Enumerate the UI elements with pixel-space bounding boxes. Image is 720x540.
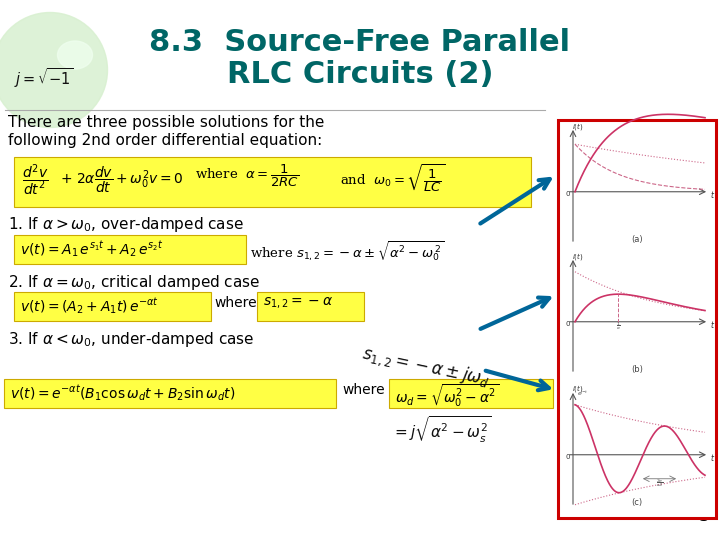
Bar	[558, 120, 716, 518]
Text: $+ \ 2\alpha\dfrac{dv}{dt} + \omega_0^2 v = 0$: $+ \ 2\alpha\dfrac{dv}{dt} + \omega_0^2 …	[60, 165, 184, 195]
Text: 0: 0	[565, 454, 570, 460]
Text: $i(t)$: $i(t)$	[572, 120, 584, 132]
Text: $i(t)$: $i(t)$	[572, 251, 584, 261]
Text: 3. If $\alpha < \omega_0$, under-damped case: 3. If $\alpha < \omega_0$, under-damped …	[8, 330, 255, 349]
Text: (c): (c)	[631, 498, 642, 507]
Text: where $s_{1,2} = -\alpha \pm \sqrt{\alpha^2 - \omega_0^{\,2}}$: where $s_{1,2} = -\alpha \pm \sqrt{\alph…	[250, 239, 444, 262]
Text: $s_{1,2} = -\alpha$: $s_{1,2} = -\alpha$	[263, 296, 333, 311]
Text: $t$: $t$	[710, 319, 715, 330]
Text: 8.3  Source-Free Parallel: 8.3 Source-Free Parallel	[150, 28, 570, 57]
Ellipse shape	[58, 41, 92, 69]
FancyBboxPatch shape	[14, 235, 246, 264]
Text: $v(t)=e^{-\alpha t}(B_1\cos\omega_d t + B_2\sin\omega_d t)$: $v(t)=e^{-\alpha t}(B_1\cos\omega_d t + …	[10, 383, 235, 403]
Text: 0: 0	[565, 321, 570, 327]
Text: 2. If $\alpha = \omega_0$, critical damped case: 2. If $\alpha = \omega_0$, critical damp…	[8, 273, 261, 292]
Text: $t$: $t$	[710, 189, 715, 200]
Text: where: where	[342, 383, 384, 397]
Text: $s_{1,2}=-\alpha\pm j\omega_d$: $s_{1,2}=-\alpha\pm j\omega_d$	[360, 343, 492, 391]
Text: $\frac{2\pi}{\omega_0}$: $\frac{2\pi}{\omega_0}$	[656, 477, 663, 489]
Text: 1. If $\alpha > \omega_0$, over-damped case: 1. If $\alpha > \omega_0$, over-damped c…	[8, 215, 244, 234]
FancyBboxPatch shape	[389, 379, 553, 408]
Text: $e^{-t}$: $e^{-t}$	[577, 389, 588, 398]
FancyBboxPatch shape	[14, 157, 531, 207]
Text: There are three possible solutions for the: There are three possible solutions for t…	[8, 115, 325, 130]
Text: $v(t) = (A_2 + A_1 t)\,e^{-\alpha t}$: $v(t) = (A_2 + A_1 t)\,e^{-\alpha t}$	[20, 296, 159, 316]
Text: 0: 0	[565, 191, 570, 197]
Text: following 2nd order differential equation:: following 2nd order differential equatio…	[8, 133, 323, 148]
Text: 5: 5	[698, 507, 710, 525]
Text: $\dfrac{d^2v}{dt^2}$: $\dfrac{d^2v}{dt^2}$	[22, 162, 49, 198]
Text: (a): (a)	[631, 235, 643, 244]
Text: where: where	[214, 296, 256, 310]
Text: RLC Circuits (2): RLC Circuits (2)	[227, 60, 493, 89]
Text: $\omega_d = \sqrt{\omega_0^2 - \alpha^2}$: $\omega_d = \sqrt{\omega_0^2 - \alpha^2}…	[395, 383, 499, 409]
Text: $j = \sqrt{-1}$: $j = \sqrt{-1}$	[14, 66, 73, 90]
Text: $t$: $t$	[710, 452, 715, 463]
Text: where  $\alpha = \dfrac{1}{2RC}$: where $\alpha = \dfrac{1}{2RC}$	[195, 163, 300, 189]
Text: $i(t)$: $i(t)$	[572, 383, 584, 395]
FancyBboxPatch shape	[257, 292, 364, 321]
FancyBboxPatch shape	[4, 379, 336, 408]
Text: $\frac{1}{\alpha}$: $\frac{1}{\alpha}$	[616, 321, 621, 332]
Text: (b): (b)	[631, 365, 643, 374]
Ellipse shape	[0, 12, 107, 127]
Text: and  $\omega_0 = \sqrt{\dfrac{1}{LC}}$: and $\omega_0 = \sqrt{\dfrac{1}{LC}}$	[340, 163, 445, 195]
Text: $v(t) = A_1\,e^{s_1 t} + A_2\,e^{s_2 t}$: $v(t) = A_1\,e^{s_1 t} + A_2\,e^{s_2 t}$	[20, 239, 163, 259]
Text: $= j\sqrt{\alpha^2-\omega_s^2}$: $= j\sqrt{\alpha^2-\omega_s^2}$	[392, 415, 492, 445]
FancyBboxPatch shape	[14, 292, 211, 321]
